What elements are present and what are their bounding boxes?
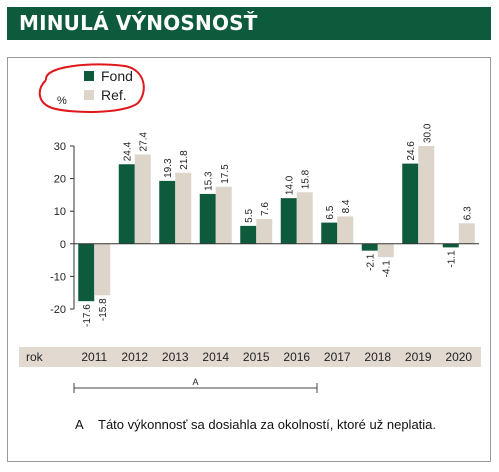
bar-ref-2020 <box>458 223 475 244</box>
x-tick-label: 2012 <box>121 350 148 364</box>
legend-label: Fond <box>101 68 133 84</box>
bar-ref-2016 <box>296 192 313 244</box>
bar-value-label: 15.3 <box>204 171 215 191</box>
x-tick-label: 2015 <box>243 350 270 364</box>
bar-ref-2014 <box>215 186 232 244</box>
bar-value-label: -2.1 <box>366 253 377 271</box>
bar-fond-2020 <box>442 243 459 248</box>
bar-fond-2013 <box>159 180 176 244</box>
y-tick-label: 30 <box>54 141 66 153</box>
bar-value-label: 6.5 <box>325 205 336 219</box>
x-tick-label: 2011 <box>81 350 107 364</box>
bar-fond-2017 <box>321 222 338 244</box>
bar-fond-2015 <box>240 225 257 244</box>
section-title: MINULÁ VÝNOSNOSŤ <box>7 7 491 40</box>
bar-ref-2018 <box>377 243 394 258</box>
bar-ref-2015 <box>256 219 273 244</box>
bar-value-label: -17.6 <box>82 304 93 327</box>
bar-fond-2016 <box>280 198 297 244</box>
y-tick-label: -20 <box>50 304 66 316</box>
footnote-text: Táto výkonnosť sa dosiahla za okolností,… <box>98 417 437 432</box>
bar-fond-2014 <box>199 193 216 244</box>
y-tick-label: 20 <box>54 174 66 186</box>
bar-value-label: 15.8 <box>301 169 312 189</box>
x-tick-label: 2013 <box>162 350 189 364</box>
legend-highlight-circle <box>38 63 145 113</box>
bar-value-label: 17.5 <box>220 164 231 184</box>
bar-value-label: 6.3 <box>463 206 474 220</box>
x-tick-label: 2014 <box>202 350 229 364</box>
footnote-marker: A <box>75 417 84 432</box>
bar-value-label: 19.3 <box>163 158 174 178</box>
bar-value-label: -1.1 <box>447 250 458 268</box>
bar-ref-2011 <box>94 243 111 296</box>
bar-value-label: 24.4 <box>123 141 134 161</box>
bar-fond-2012 <box>118 164 135 244</box>
legend-swatch-fond <box>84 71 94 81</box>
bar-value-label: 24.6 <box>406 141 417 161</box>
y-axis-unit-label: % <box>57 95 67 107</box>
bar-ref-2019 <box>418 146 435 244</box>
x-tick-label: 2019 <box>405 350 432 364</box>
footnote: A Táto výkonnosť sa dosiahla za okolnost… <box>75 416 483 433</box>
bar-value-label: 7.6 <box>260 202 271 216</box>
bar-value-label: 21.8 <box>179 150 190 170</box>
bar-value-label: -4.1 <box>382 260 393 278</box>
year-band <box>19 347 481 367</box>
bar-fond-2019 <box>402 163 419 244</box>
y-tick-label: 0 <box>60 239 66 251</box>
bar-fond-2018 <box>361 243 378 251</box>
y-tick-label: 10 <box>54 206 66 218</box>
bar-value-label: -15.8 <box>98 298 109 321</box>
x-tick-label: 2020 <box>445 350 472 364</box>
bar-value-label: 14.0 <box>285 175 296 195</box>
x-tick-label: 2016 <box>283 350 310 364</box>
legend-swatch-ref <box>84 90 94 100</box>
bar-value-label: 8.4 <box>341 199 352 213</box>
bar-ref-2013 <box>175 172 192 244</box>
bar-value-label: 30.0 <box>422 123 433 143</box>
row-label: rok <box>26 350 44 364</box>
bar-ref-2017 <box>337 216 354 244</box>
annotation-marker: A <box>192 377 198 387</box>
x-tick-label: 2018 <box>364 350 391 364</box>
legend-label: Ref. <box>101 87 127 103</box>
x-tick-label: 2017 <box>324 350 351 364</box>
y-tick-label: -10 <box>50 271 66 283</box>
bar-ref-2012 <box>134 154 151 244</box>
bar-fond-2011 <box>78 243 95 302</box>
bar-value-label: 5.5 <box>244 209 255 223</box>
bar-value-label: 27.4 <box>139 132 150 152</box>
